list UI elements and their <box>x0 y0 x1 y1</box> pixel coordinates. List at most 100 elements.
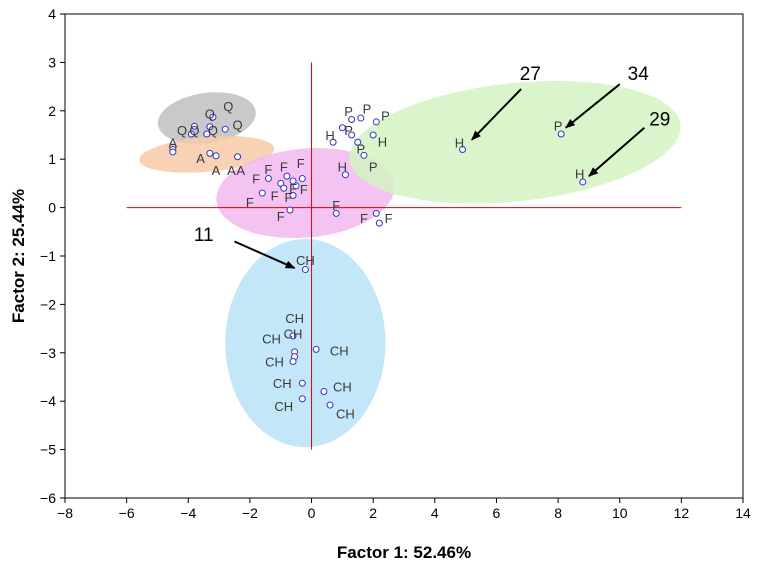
point-label: F <box>289 181 297 196</box>
y-tick-label: −5 <box>40 442 56 458</box>
y-tick-label: −2 <box>40 296 56 312</box>
plot-frame <box>64 13 744 499</box>
reference-lines <box>126 62 682 450</box>
point-f <box>280 184 288 192</box>
point-ch <box>289 358 297 366</box>
ellipse-group-f <box>216 148 395 239</box>
point-a <box>169 148 177 156</box>
point-label: CH <box>336 406 355 421</box>
point-ch <box>312 345 320 353</box>
annotations: 11 27 34 29 <box>194 64 670 270</box>
annotation-arrow <box>471 88 522 141</box>
point-ch <box>320 388 328 396</box>
point-f <box>292 182 300 190</box>
x-tick-label: 12 <box>674 505 690 521</box>
point-label: P <box>554 118 563 133</box>
point-q <box>221 125 229 133</box>
point-f <box>289 192 297 199</box>
y-tick-label: 4 <box>48 6 56 22</box>
point-a <box>212 152 220 160</box>
point-h <box>579 178 587 186</box>
point-f <box>277 179 285 187</box>
point-f <box>372 209 380 217</box>
point-label: F <box>264 162 272 177</box>
y-tick-label: −1 <box>40 248 56 264</box>
annotation-arrow <box>588 126 646 177</box>
point-h <box>341 171 349 179</box>
y-axis-title: Factor 2: 25.44% <box>9 189 28 323</box>
point-label: Q <box>177 123 187 138</box>
point-label: CH <box>296 253 315 268</box>
point-h <box>459 146 467 154</box>
x-axis-title: Factor 1: 52.46% <box>337 543 471 562</box>
point-label: Q <box>208 123 218 138</box>
point-f <box>332 209 340 217</box>
point-p <box>348 131 356 139</box>
point-h <box>369 131 377 139</box>
point-label: CH <box>274 399 293 414</box>
point-label: F <box>280 159 288 174</box>
point-f <box>258 189 266 197</box>
point-label: F <box>297 156 305 171</box>
group-ellipses <box>139 81 681 448</box>
x-tick-label: 14 <box>735 505 751 521</box>
point-h <box>329 138 337 146</box>
point-label: A <box>227 163 236 178</box>
point-label: Q <box>233 117 243 132</box>
point-ch <box>326 401 334 409</box>
point-a <box>234 153 242 161</box>
point-label: H <box>338 159 347 174</box>
point-label: Q <box>205 107 215 122</box>
point-label: A <box>212 163 221 178</box>
x-tick-label: −4 <box>180 505 196 521</box>
point-ch <box>298 395 306 403</box>
point-label: CH <box>265 355 284 370</box>
point-label: P <box>344 123 353 138</box>
point-p <box>354 138 362 146</box>
point-p <box>557 130 565 138</box>
point-f <box>286 206 294 214</box>
point-q <box>190 122 198 130</box>
point-f <box>264 175 272 183</box>
point-p <box>348 116 356 124</box>
point-ch <box>289 332 297 340</box>
point-label: CH <box>330 343 349 358</box>
point-label: CH <box>333 380 352 395</box>
point-p <box>372 118 380 126</box>
point-label: P <box>381 109 390 124</box>
point-q <box>203 130 211 138</box>
point-label: H <box>378 134 387 149</box>
point-f <box>298 175 306 183</box>
point-label: H <box>455 135 464 150</box>
point-label: F <box>271 189 279 204</box>
point-label: F <box>246 195 254 210</box>
point-label: F <box>284 190 292 205</box>
ellipse-group-q <box>157 92 256 144</box>
y-tick-label: −6 <box>40 490 56 506</box>
x-tick-label: 10 <box>612 505 628 521</box>
x-tick-label: −6 <box>119 505 135 521</box>
y-tick-label: 0 <box>48 200 56 216</box>
annotation-label: 11 <box>194 225 214 246</box>
point-label: H <box>325 128 334 143</box>
y-tick-label: 3 <box>48 54 56 70</box>
point-label: A <box>196 151 205 166</box>
point-label: F <box>300 182 308 197</box>
y-tick-label: −3 <box>40 345 56 361</box>
point-label: F <box>332 198 340 213</box>
point-label: A <box>169 135 178 150</box>
annotation-arrow <box>234 240 296 270</box>
point-label: Q <box>223 99 233 114</box>
point-label: F <box>277 209 285 224</box>
point-q <box>187 130 195 138</box>
x-tick-label: 4 <box>431 505 439 521</box>
point-label: F <box>360 211 368 226</box>
point-label: Q <box>189 123 199 138</box>
point-label: F <box>385 211 393 226</box>
point-label: CH <box>284 326 303 341</box>
y-tick-label: 2 <box>48 103 56 119</box>
point-ch <box>301 266 309 274</box>
